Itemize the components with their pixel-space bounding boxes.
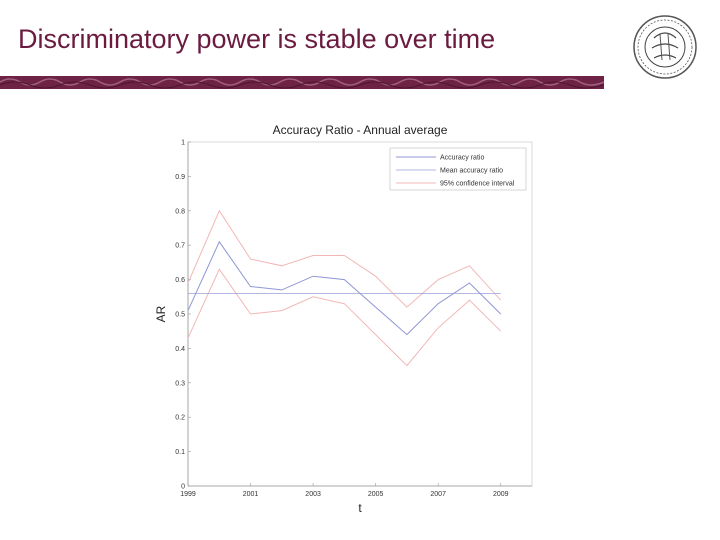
y-tick-label: 0.7 xyxy=(175,243,185,250)
x-tick-label: 2007 xyxy=(430,491,446,498)
y-tick-label: 0.2 xyxy=(175,415,185,422)
y-tick-label: 1 xyxy=(181,140,185,147)
x-tick-label: 1999 xyxy=(180,491,196,498)
accuracy-ratio-chart: 0 0.1 0.2 0.3 0.4 0.5 0.6 0.7 0.8 0.9 1 1999 2001 200… xyxy=(154,123,533,515)
y-tick-label: 0 xyxy=(181,484,185,491)
x-axis-label: t xyxy=(358,501,362,515)
slide-title: Discriminatory power is stable over time xyxy=(18,24,496,54)
series-line-ci-lower xyxy=(187,268,502,367)
y-tick-label: 0.8 xyxy=(175,208,185,215)
legend-label-mean-accuracy-ratio: Mean accuracy ratio xyxy=(440,168,503,175)
plot-area-frame xyxy=(187,141,533,487)
x-tick-label: 2009 xyxy=(493,491,509,498)
university-seal-logo xyxy=(633,15,697,79)
y-tick-label: 0.5 xyxy=(175,312,185,319)
series-line-accuracy-ratio xyxy=(187,240,502,336)
y-axis-label: AR xyxy=(154,305,168,322)
series-line-ci-upper xyxy=(187,209,502,308)
y-tick-label: 0.9 xyxy=(175,174,185,181)
legend-label-accuracy-ratio: Accuracy ratio xyxy=(440,155,484,162)
chart-legend: Accuracy ratio Mean accuracy ratio 95% c… xyxy=(389,147,527,191)
y-tick-label: 0.4 xyxy=(175,346,185,353)
decorative-banner xyxy=(0,76,604,89)
y-tick-label: 0.6 xyxy=(175,277,185,284)
y-tick-label: 0.1 xyxy=(175,449,185,456)
legend-label-confidence-interval: 95% confidence interval xyxy=(440,181,515,188)
x-tick-label: 2005 xyxy=(368,491,384,498)
chart-title: Accuracy Ratio - Annual average xyxy=(273,123,448,137)
x-tick-label: 2001 xyxy=(243,491,259,498)
y-tick-label: 0.3 xyxy=(175,380,185,387)
x-tick-label: 2003 xyxy=(305,491,321,498)
